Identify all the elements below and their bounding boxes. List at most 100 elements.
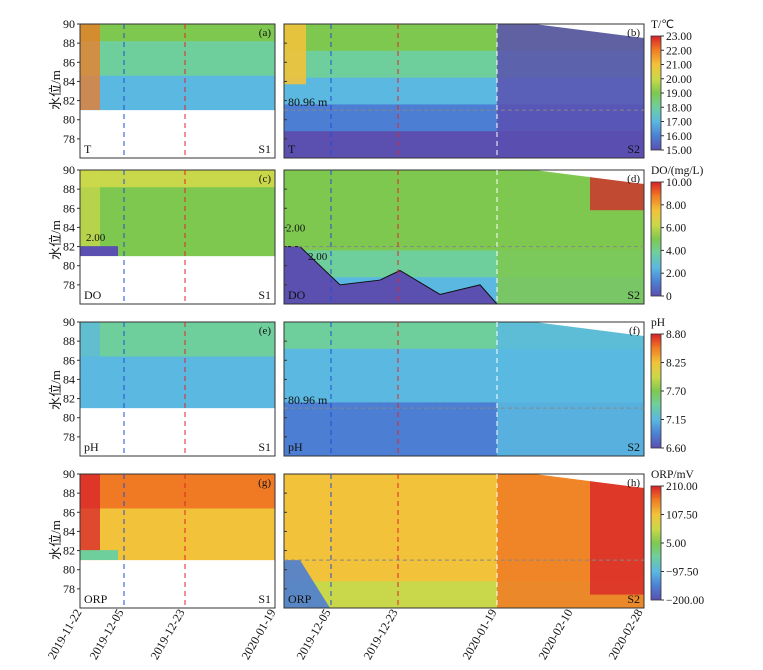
colorbar-tick-label: 8.00 bbox=[666, 200, 686, 212]
panel-right-t bbox=[283, 23, 645, 159]
contour-band bbox=[80, 24, 275, 42]
panel-left-ph bbox=[79, 321, 276, 457]
contour-band bbox=[80, 525, 275, 544]
contour-label: 2.00 bbox=[86, 232, 106, 244]
no-data-area bbox=[80, 408, 275, 456]
contour-band bbox=[80, 339, 275, 357]
colorbar-tick-label: 17.00 bbox=[666, 117, 692, 129]
ytick-label: 80 bbox=[63, 113, 75, 127]
ytick-label: 84 bbox=[63, 524, 75, 538]
parameter-label: ORP bbox=[84, 592, 108, 606]
ytick-label: 78 bbox=[63, 132, 75, 146]
panel-right-ph bbox=[283, 321, 645, 457]
ytick-label: 84 bbox=[63, 220, 75, 234]
xtick-right-4: 2020-02-10 bbox=[535, 607, 575, 662]
colorbar-tick-label: 23.00 bbox=[666, 31, 692, 43]
contour-band bbox=[80, 508, 275, 527]
panel-frame bbox=[79, 321, 276, 457]
panel-frame bbox=[79, 23, 276, 159]
colorbar-ramp bbox=[650, 35, 662, 151]
contour-band bbox=[80, 322, 275, 340]
contour-band bbox=[80, 474, 275, 492]
xtick-right-2: 2019-12-23 bbox=[360, 607, 400, 662]
colorbar-tick-label: 21.00 bbox=[666, 60, 692, 72]
contour-band bbox=[80, 238, 275, 257]
xtick-left-1: 2019-11-22 bbox=[45, 607, 85, 662]
ytick-label: 86 bbox=[63, 201, 75, 215]
colorbar-tick-label: 7.70 bbox=[666, 386, 686, 398]
above-surface-area bbox=[534, 170, 644, 184]
site-label: S1 bbox=[258, 288, 271, 302]
ylabel-row-1: 水位/m bbox=[48, 70, 63, 110]
panel-row-t: 78 80 82 84 86 88 90 (a) (b) S1 S2 T T 80.96 m T/℃23.0… bbox=[63, 17, 692, 159]
contour-early-strip bbox=[80, 322, 100, 409]
no-data-area bbox=[80, 256, 275, 304]
contour-bottom-layer bbox=[80, 550, 118, 561]
panel-right-do bbox=[283, 169, 645, 305]
xtick-right-3: 2020-01-19 bbox=[459, 607, 499, 662]
contour-band bbox=[80, 170, 275, 188]
ytick-label: 88 bbox=[63, 182, 75, 196]
ytick-label: 82 bbox=[63, 392, 75, 406]
parameter-label: pH bbox=[288, 440, 303, 454]
colorbar-tick-label: 16.00 bbox=[666, 131, 692, 143]
ytick-label: 84 bbox=[63, 372, 75, 386]
contour-band bbox=[80, 204, 275, 223]
colorbar-title: ORP/mV bbox=[651, 469, 695, 481]
panel-frame bbox=[79, 169, 276, 305]
xtick-left-2: 2019-12-05 bbox=[86, 607, 126, 662]
ytick-label: 82 bbox=[63, 94, 75, 108]
site-label: S2 bbox=[627, 288, 640, 302]
above-surface-area bbox=[534, 322, 644, 336]
colorbar-tick-label: 8.80 bbox=[666, 329, 686, 341]
water-level-annotation: 80.96 m bbox=[288, 393, 328, 407]
above-surface-area bbox=[534, 474, 644, 488]
ytick-label: 90 bbox=[63, 315, 75, 329]
parameter-label: DO bbox=[288, 288, 306, 302]
parameter-label: ORP bbox=[288, 592, 312, 606]
colorbar-ph: pH8.80 8.25 7.70 7.15 6.60 bbox=[650, 317, 686, 455]
panel-frame bbox=[283, 321, 645, 457]
colorbar-tick-label: 18.00 bbox=[666, 102, 692, 114]
xtick-right-1: 2019-12-05 bbox=[293, 607, 333, 662]
parameter-label: T bbox=[288, 142, 296, 156]
colorbar-tick-label: 15.00 bbox=[666, 145, 692, 157]
ytick-label: 78 bbox=[63, 278, 75, 292]
panel-letter: (h) bbox=[627, 477, 640, 489]
ytick-label: 82 bbox=[63, 544, 75, 558]
contour-band bbox=[80, 75, 275, 94]
ytick-label: 78 bbox=[63, 430, 75, 444]
colorbar-tick-label: −200.00 bbox=[666, 595, 704, 607]
ytick-label: 80 bbox=[63, 259, 75, 273]
colorbar-tick-label: 5.00 bbox=[666, 538, 686, 550]
panel-left-t bbox=[79, 23, 276, 159]
ytick-label: 80 bbox=[63, 411, 75, 425]
water-level-annotation: 80.96 m bbox=[288, 95, 328, 109]
panel-row-orp: 78 80 82 84 86 88 90 (g) (h) S1 S2 ORP ORP ORP/mV210.… bbox=[63, 467, 704, 609]
colorbar-tick-label: 2.00 bbox=[666, 268, 686, 280]
panel-letter: (g) bbox=[258, 477, 271, 489]
contour-late-block bbox=[497, 24, 644, 158]
ytick-label: 86 bbox=[63, 505, 75, 519]
colorbar-tick-label: 210.00 bbox=[666, 481, 698, 493]
xtick-right-5: 2020-02-28 bbox=[605, 607, 645, 662]
colorbar-tick-label: 19.00 bbox=[666, 88, 692, 100]
no-data-area bbox=[80, 110, 275, 158]
ytick-label: 88 bbox=[63, 486, 75, 500]
ytick-label: 80 bbox=[63, 563, 75, 577]
parameter-label: T bbox=[84, 142, 92, 156]
colorbar-t: T/℃23.00 22.00 21.00 20.00 19.00 18.00 17.00 16… bbox=[650, 19, 692, 157]
panel-frame bbox=[283, 169, 645, 305]
contour-bottom-layer bbox=[80, 246, 118, 257]
colorbar-tick-label: 10.00 bbox=[666, 177, 692, 189]
ytick-label: 86 bbox=[63, 353, 75, 367]
contour-band bbox=[80, 542, 275, 561]
site-label: S2 bbox=[627, 142, 640, 156]
ytick-label: 88 bbox=[63, 36, 75, 50]
colorbar-title: DO/(mg/L) bbox=[651, 165, 704, 177]
ytick-label: 90 bbox=[63, 467, 75, 481]
panel-left-orp bbox=[79, 473, 276, 609]
site-label: S2 bbox=[627, 592, 640, 606]
